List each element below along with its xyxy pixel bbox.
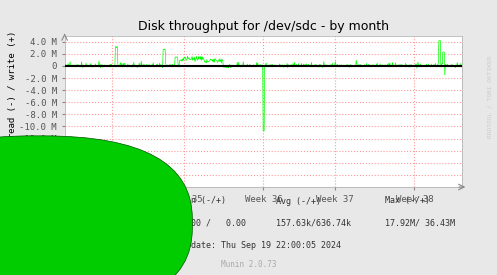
Text: 0.00 /   0.00: 0.00 / 0.00 bbox=[181, 219, 247, 227]
Text: Max (-/+): Max (-/+) bbox=[385, 197, 430, 205]
Y-axis label: Pr second read (-) / write (+): Pr second read (-) / write (+) bbox=[7, 31, 16, 192]
Text: Munin 2.0.73: Munin 2.0.73 bbox=[221, 260, 276, 269]
Text: 196.65k/  1.35M: 196.65k/ 1.35M bbox=[77, 219, 152, 227]
Title: Disk throughput for /dev/sdc - by month: Disk throughput for /dev/sdc - by month bbox=[138, 20, 389, 33]
Text: Avg (-/+): Avg (-/+) bbox=[276, 197, 321, 205]
Text: Cur (-/+): Cur (-/+) bbox=[77, 197, 122, 205]
Text: Last update: Thu Sep 19 22:00:05 2024: Last update: Thu Sep 19 22:00:05 2024 bbox=[156, 241, 341, 249]
Text: 157.63k/636.74k: 157.63k/636.74k bbox=[276, 219, 351, 227]
Text: Min (-/+): Min (-/+) bbox=[181, 197, 227, 205]
Text: 17.92M/ 36.43M: 17.92M/ 36.43M bbox=[385, 219, 455, 227]
Text: Bytes: Bytes bbox=[47, 219, 72, 227]
Text: RRDTOOL / TOBI OETIKER: RRDTOOL / TOBI OETIKER bbox=[487, 55, 492, 138]
